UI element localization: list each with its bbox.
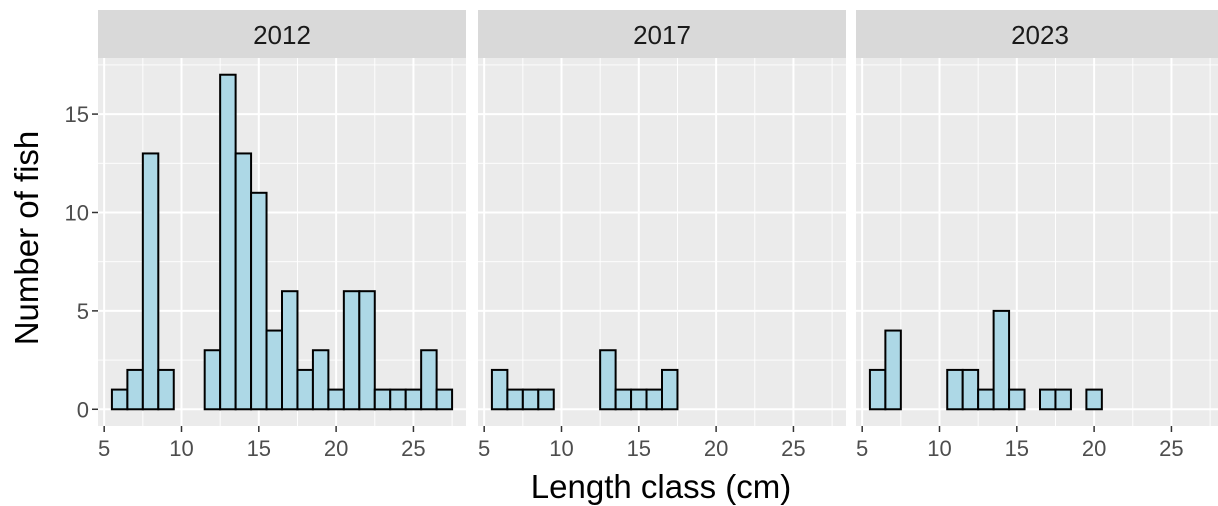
histogram-bar [157,368,175,411]
histogram-bar [1054,388,1072,411]
facet-strip-label: 2023 [1011,20,1069,50]
histogram-bar [250,191,268,411]
facet-strip [98,10,466,58]
histogram-bar [1039,388,1057,411]
histogram-bar [1085,388,1103,411]
histogram-bar [884,329,902,411]
x-tick-label: 15 [247,436,271,461]
x-tick-label: 10 [927,436,951,461]
histogram-bar [992,309,1011,411]
x-axis-2012: 5 10 15 20 25 [98,426,426,461]
histogram-bar [342,290,361,411]
histogram-bar [358,290,376,411]
y-axis: 0 5 10 15 [65,102,98,422]
facet-panels: 2012 2017 2023 [98,10,1218,426]
histogram-bar [404,388,423,411]
facet-panel-2023: 2023 [856,10,1218,426]
histogram-bar [126,368,144,411]
histogram-bar [614,388,633,411]
histogram-bar [946,368,964,411]
x-tick-label: 25 [401,436,425,461]
histogram-bar [420,349,438,411]
x-tick-label: 10 [169,436,193,461]
histogram-bar [219,73,237,411]
x-axis-2017: 5 10 15 20 25 [478,426,806,461]
histogram-bar [311,349,330,411]
histogram-bar [373,388,392,411]
x-tick-label: 5 [98,436,110,461]
y-tick-label: 15 [65,102,89,127]
histogram-bar [265,329,283,411]
histogram-bar [1008,388,1026,411]
histogram-bar [110,388,129,411]
x-tick-label: 10 [549,436,573,461]
histogram-bar [599,349,617,411]
x-tick-label: 5 [478,436,490,461]
histogram-bar [490,368,509,411]
panel-background [856,58,1218,426]
facet-strip-label: 2012 [253,20,311,50]
x-axis-2023: 5 10 15 20 25 [856,426,1184,461]
panel-background [478,58,846,426]
histogram-bar [645,388,664,411]
histogram-bar [521,388,540,411]
histogram-bar [296,368,314,411]
x-axes: 5 10 15 20 25 5 10 15 20 25 5 10 15 20 25 [98,426,1184,461]
histogram-bar [868,368,887,411]
x-tick-label: 15 [1005,436,1029,461]
histogram-bar [506,388,524,411]
histogram-bar [537,388,555,411]
histogram-bar [141,152,160,411]
x-tick-label: 25 [1159,436,1183,461]
histogram-bar [327,388,345,411]
facet-strip [856,10,1218,58]
x-tick-label: 20 [704,436,728,461]
y-tick-label: 10 [65,200,89,225]
histogram-bar [389,388,407,411]
x-tick-label: 5 [856,436,868,461]
histogram-bar [435,388,454,411]
y-tick-label: 5 [77,299,89,324]
x-tick-label: 20 [1082,436,1106,461]
facet-panel-2017: 2017 [478,10,846,426]
x-tick-label: 20 [324,436,348,461]
histogram-bar [661,368,679,411]
histogram-bar [203,349,222,411]
x-axis-title: Length class (cm) [531,468,791,505]
histogram-bar [961,368,980,411]
facet-strip-label: 2017 [633,20,691,50]
histogram-bar [977,388,995,411]
facet-strip [478,10,846,58]
histogram-bar [234,152,253,411]
x-tick-label: 25 [781,436,805,461]
facet-panel-2012: 2012 [98,10,466,426]
histogram-bar [630,388,648,411]
x-tick-label: 15 [627,436,651,461]
histogram-bar [281,290,299,411]
y-axis-title: Number of fish [8,131,45,346]
y-tick-label: 0 [77,397,89,422]
